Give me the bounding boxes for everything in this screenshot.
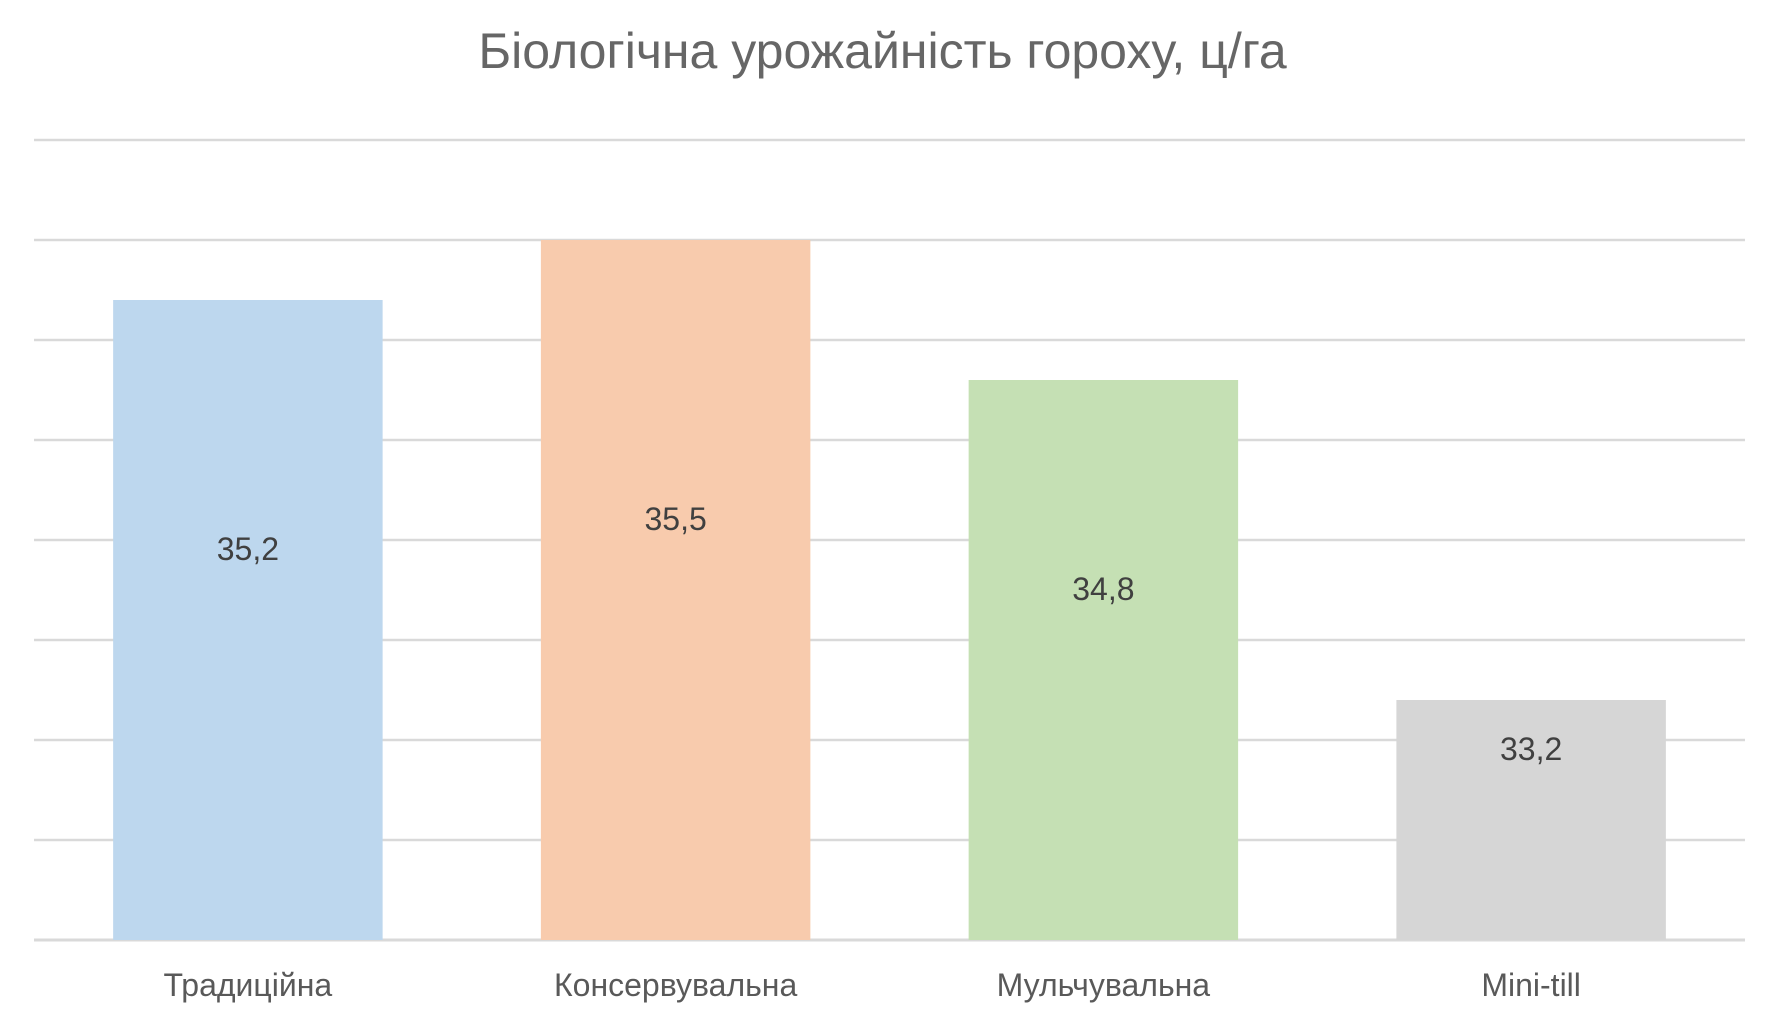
bar	[968, 380, 1239, 940]
data-label: 35,2	[217, 531, 279, 567]
bar	[113, 300, 383, 940]
category-labels: Традиційна Консервувальна Мульчувальна Mini…	[164, 967, 1581, 1003]
bars	[113, 240, 1666, 940]
data-label: 34,8	[1072, 571, 1134, 607]
chart-title: Біологічна урожайність гороху, ц/га	[478, 23, 1287, 79]
bar	[1396, 700, 1666, 940]
category-label: Консервувальна	[554, 967, 797, 1003]
bar	[540, 240, 811, 940]
category-label: Мульчувальна	[997, 967, 1211, 1003]
category-label: Традиційна	[164, 967, 333, 1003]
data-label: 33,2	[1500, 731, 1562, 767]
data-labels: 35,2 35,5 34,8 33,2	[217, 501, 1563, 767]
data-label: 35,5	[644, 501, 706, 537]
category-label: Mini-till	[1481, 967, 1581, 1003]
